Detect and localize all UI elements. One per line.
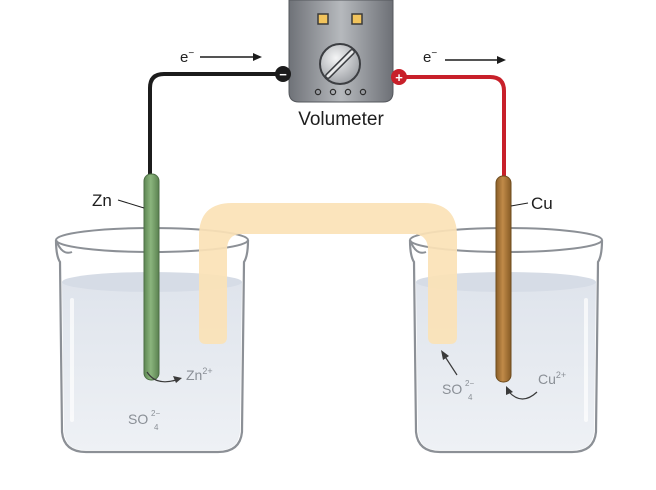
zinc-ion-annotation: Zn2+ (146, 366, 213, 383)
electron-flow-right: e− (423, 48, 506, 66)
positive-wire (398, 75, 506, 182)
right-beaker-glass (408, 239, 604, 454)
left-sulfate-label: SO 2− 4 (128, 409, 160, 432)
right-sulfate-subscript: 4 (468, 393, 473, 402)
arrow-head-icon (441, 350, 449, 360)
meter-port (329, 88, 337, 96)
positive-terminal-symbol: + (395, 70, 403, 85)
copper-ion-charge: 2+ (556, 370, 566, 380)
svg-text:Zn2+: Zn2+ (186, 366, 213, 383)
anode-leader-line (117, 199, 145, 209)
electron-symbol-right: e (423, 49, 431, 66)
salt-bridge (199, 203, 457, 344)
copper-ion-symbol: Cu (538, 371, 556, 387)
right-sulfate-charge: 2− (465, 379, 474, 388)
copper-electrode (495, 175, 512, 383)
curved-arrow-icon (146, 371, 177, 383)
salt-bridge-tube (199, 203, 457, 344)
electron-charge-right: − (431, 48, 437, 59)
curved-arrow-icon (508, 391, 538, 400)
arrow-head-icon (173, 376, 182, 383)
positive-terminal-icon: + (391, 69, 407, 85)
meter-port (344, 88, 352, 96)
meter-display-right (351, 13, 363, 25)
cathode-label: Cu (531, 194, 553, 213)
meter-port (314, 88, 322, 96)
right-sulfate-base: SO (442, 381, 462, 397)
arrow-up-left-icon (443, 354, 458, 376)
voltmeter-icon (288, 0, 394, 103)
svg-text:Cu2+: Cu2+ (538, 370, 566, 387)
left-beaker-glass (54, 239, 250, 454)
zinc-ion-symbol: Zn (186, 367, 202, 383)
arrow-head-icon (506, 386, 513, 395)
negative-terminal-icon: − (275, 66, 291, 82)
electron-flow-left: e− (180, 48, 262, 66)
negative-terminal-symbol: − (279, 67, 287, 82)
svg-text:e−: e− (180, 48, 194, 66)
left-sulfate-subscript: 4 (154, 423, 159, 432)
arrow-head-icon (497, 56, 506, 64)
external-circuit (148, 72, 506, 182)
cathode-leader-line (510, 202, 529, 207)
left-sulfate-base: SO (128, 411, 148, 427)
zinc-electrode (143, 173, 160, 381)
arrow-head-icon (253, 53, 262, 61)
right-sulfate-annotation: SO 2− 4 (441, 350, 474, 402)
copper-ion-annotation: Cu2+ (506, 370, 566, 400)
meter-port (359, 88, 367, 96)
zinc-ion-charge: 2+ (202, 366, 212, 376)
anode-label: Zn (92, 191, 112, 210)
electron-symbol-left: e (180, 49, 188, 66)
electron-charge-left: − (188, 48, 194, 59)
left-sulfate-charge: 2− (151, 409, 160, 418)
meter-label: Volumeter (298, 109, 384, 130)
meter-display-left (317, 13, 329, 25)
negative-wire (148, 72, 282, 180)
svg-text:e−: e− (423, 48, 437, 66)
